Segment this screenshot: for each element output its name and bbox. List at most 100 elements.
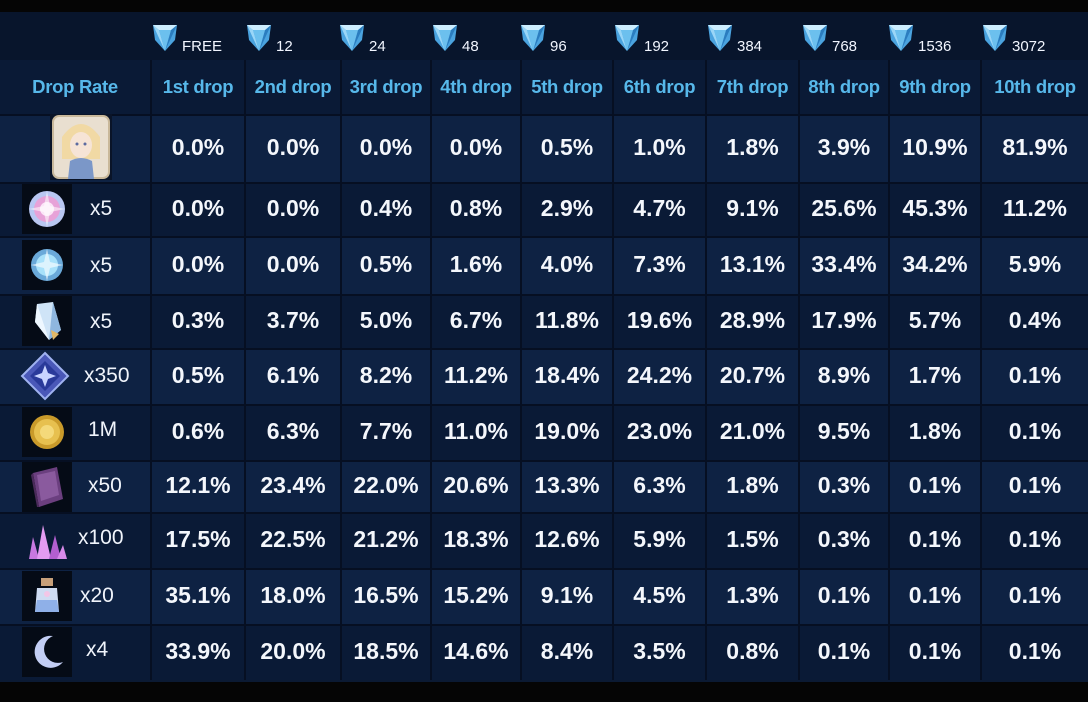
star-crystal-icon	[20, 351, 70, 401]
rate-cell: 0.0%	[359, 134, 413, 160]
rate-cell: 34.2%	[902, 251, 968, 277]
cost-cell: 48	[430, 12, 522, 60]
drop-column-header: 4th drop	[440, 76, 512, 97]
diamond-gem-icon	[340, 25, 364, 51]
rate-cell: 0.1%	[1008, 418, 1062, 444]
row-divider	[0, 512, 1088, 514]
rate-cell: 5.9%	[633, 526, 686, 552]
rate-cell: 0.5%	[359, 251, 413, 277]
cost-cell: 192	[612, 12, 704, 60]
rate-cell: 5.0%	[359, 307, 413, 333]
rate-cell: 13.1%	[719, 251, 786, 277]
rate-cell: 6.3%	[266, 418, 320, 444]
row-divider	[0, 182, 1088, 184]
pink-crystals-icon	[29, 525, 67, 559]
item-icon-box	[20, 351, 70, 401]
rate-cell: 0.6%	[171, 418, 225, 444]
rate-cell: 0.0%	[171, 134, 225, 160]
row-divider	[0, 460, 1088, 462]
rate-cell: 6.7%	[449, 307, 503, 333]
item-quantity: x5	[90, 197, 113, 220]
rate-cell: 4.5%	[633, 582, 686, 608]
rate-cell: 11.8%	[535, 307, 599, 333]
item-icon-box	[22, 571, 72, 621]
rate-cell: 20.0%	[260, 638, 326, 664]
rate-cell: 0.0%	[171, 195, 225, 221]
item-icon-box	[50, 114, 112, 180]
drop-column-header: 10th drop	[994, 76, 1076, 97]
rate-cell: 33.4%	[811, 251, 877, 277]
table-row	[0, 182, 1088, 236]
rate-cell: 14.6%	[443, 638, 509, 664]
table-row	[0, 114, 1088, 182]
rate-cell: 8.2%	[359, 362, 413, 388]
rate-cell: 0.3%	[817, 472, 871, 498]
item-quantity: x20	[80, 584, 114, 607]
rate-cell: 17.5%	[165, 526, 231, 552]
rate-cell: 0.0%	[266, 195, 320, 221]
rate-cell: 0.0%	[171, 251, 225, 277]
diamond-gem-icon	[521, 25, 545, 51]
rate-cell: 18.5%	[353, 638, 419, 664]
drop-column-header: 2nd drop	[254, 76, 332, 97]
rate-cell: 17.9%	[811, 307, 877, 333]
diamond-gem-icon	[615, 25, 639, 51]
row-divider	[0, 348, 1088, 350]
cost-header-row: FREE 12 24 48 96 192 384 768 1536 3072	[0, 12, 1088, 60]
rate-cell: 1.5%	[726, 526, 779, 552]
diamond-gem-icon	[983, 25, 1007, 51]
rate-cell: 6.1%	[266, 362, 320, 388]
table-row	[0, 294, 1088, 348]
table-row	[0, 236, 1088, 294]
rate-cell: 0.1%	[817, 638, 871, 664]
cost-cell: 768	[800, 12, 892, 60]
rate-cell: 23.0%	[626, 418, 693, 444]
potion-jar-icon	[35, 578, 59, 612]
rate-cell: 8.9%	[817, 362, 871, 388]
rate-cell: 3.5%	[633, 638, 686, 664]
item-quantity: x4	[86, 638, 109, 661]
column-divider	[150, 60, 152, 680]
rate-cell: 22.5%	[260, 526, 326, 552]
column-divider	[798, 60, 800, 680]
item-icon-box	[22, 296, 72, 346]
rate-cell: 12.1%	[165, 472, 231, 498]
column-divider	[888, 60, 890, 680]
item-icon-box	[22, 407, 72, 457]
rate-cell: 9.1%	[726, 195, 779, 221]
rate-cell: 1.6%	[449, 251, 503, 277]
cost-cell: FREE	[150, 12, 242, 60]
rate-cell: 0.5%	[171, 362, 225, 388]
item-icon-box	[22, 516, 72, 566]
rate-cell: 28.9%	[719, 307, 786, 333]
rate-cell: 18.0%	[260, 582, 326, 608]
rate-cell: 19.0%	[534, 418, 600, 444]
rate-cell: 1.7%	[908, 362, 962, 388]
rate-cell: 2.9%	[540, 195, 594, 221]
crystal-shard-icon	[35, 302, 61, 340]
rate-cell: 1.0%	[633, 134, 686, 160]
rate-cell: 16.5%	[353, 582, 419, 608]
rate-cell: 9.1%	[540, 582, 594, 608]
rate-cell: 15.2%	[443, 582, 509, 608]
item-icon-box	[22, 627, 72, 677]
rate-cell: 11.2%	[1003, 195, 1067, 221]
rate-cell: 22.0%	[353, 472, 419, 498]
drop-column-header: 1st drop	[162, 76, 234, 97]
rate-cell: 0.1%	[1008, 526, 1062, 552]
rate-cell: 19.6%	[626, 307, 693, 333]
rate-cell: 45.3%	[902, 195, 968, 221]
rate-cell: 0.1%	[908, 638, 962, 664]
diamond-gem-icon	[889, 25, 913, 51]
item-quantity: 1M	[88, 418, 118, 441]
rate-cell: 0.0%	[266, 251, 320, 277]
rate-cell: 1.8%	[726, 134, 779, 160]
pink-orb-icon	[29, 191, 65, 227]
table-row	[0, 460, 1088, 512]
character-portrait-icon	[52, 115, 110, 179]
drop-column-header: 6th drop	[623, 76, 696, 97]
rate-cell: 7.7%	[359, 418, 413, 444]
cost-cell: 96	[518, 12, 610, 60]
rate-cell: 0.3%	[817, 526, 871, 552]
rate-cell: 0.3%	[171, 307, 225, 333]
